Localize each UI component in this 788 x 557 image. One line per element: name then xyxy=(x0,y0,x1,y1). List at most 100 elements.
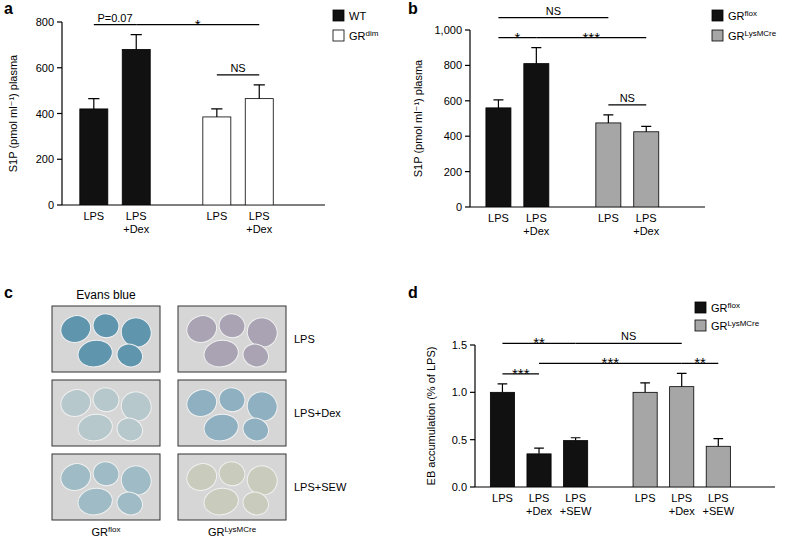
x-tick-label: LPS+Dex xyxy=(669,492,695,517)
y-tick-label: 0 xyxy=(456,201,462,213)
column-label: GRflox xyxy=(92,525,121,538)
error-bar xyxy=(640,383,650,392)
photo-frame xyxy=(52,454,160,520)
superscript: flox xyxy=(728,301,740,310)
error-bar xyxy=(131,35,142,50)
bar xyxy=(122,49,150,205)
x-tick-label: LPS xyxy=(83,210,104,222)
superscript: LysMCre xyxy=(728,319,760,328)
organ xyxy=(114,341,146,371)
bar xyxy=(596,123,621,207)
significance-label: *** xyxy=(602,354,620,371)
superscript: dim xyxy=(366,29,379,38)
y-tick xyxy=(57,67,62,68)
organ xyxy=(202,412,241,444)
photo xyxy=(52,454,160,520)
photo xyxy=(178,380,286,446)
y-tick xyxy=(465,171,470,172)
bar xyxy=(486,108,511,207)
organ xyxy=(240,341,272,371)
organ xyxy=(202,486,241,518)
label-line: +Dex xyxy=(123,223,149,235)
x-tick-label: LPS xyxy=(598,212,619,224)
photo-panel: cEvans blueLPSLPS+DexLPS+SEWGRfloxGRLysM… xyxy=(4,284,347,538)
y-tick-label: 1,000 xyxy=(434,24,462,36)
error-bar xyxy=(603,115,613,123)
y-tick-label: 400 xyxy=(444,130,462,142)
x-tick-label: LPS+Dex xyxy=(123,210,149,235)
y-tick xyxy=(57,21,62,22)
label-line: LPS xyxy=(249,210,270,222)
superscript: flox xyxy=(745,9,757,18)
x-tick-label: LPS+Dex xyxy=(246,210,272,235)
x-tick-label: LPS+SEW xyxy=(703,492,735,517)
significance-label: NS xyxy=(621,330,636,342)
y-tick xyxy=(470,392,475,393)
legend-label: WT xyxy=(349,10,366,22)
legend-label: GRdim xyxy=(349,29,379,42)
row-label: LPS+SEW xyxy=(294,481,347,493)
y-tick xyxy=(470,486,475,487)
y-axis xyxy=(469,30,470,207)
bar xyxy=(245,99,273,205)
significance-bracket xyxy=(608,104,646,105)
y-tick-label: 0.0 xyxy=(452,481,467,493)
legend-swatch xyxy=(712,30,723,41)
x-tick-label: LPS xyxy=(635,492,656,504)
x-tick-label: LPS+Dex xyxy=(633,212,659,237)
text-part: GR xyxy=(349,30,366,42)
y-tick-label: 400 xyxy=(36,108,54,120)
error-bar xyxy=(677,373,687,386)
significance-bracket xyxy=(94,24,136,25)
organ xyxy=(216,385,247,415)
label-line: +Dex xyxy=(523,225,549,237)
photo-frame xyxy=(178,454,286,520)
text-part: GR xyxy=(208,526,225,538)
y-tick xyxy=(57,159,62,160)
organ xyxy=(114,489,146,519)
photo-frame xyxy=(178,306,286,372)
error-bar xyxy=(531,48,541,64)
organ xyxy=(216,311,247,341)
y-tick-label: 200 xyxy=(36,153,54,165)
significance-label: NS xyxy=(230,62,245,74)
organ xyxy=(76,338,115,370)
legend-label: GRflox xyxy=(711,301,740,314)
bar xyxy=(633,392,657,487)
photo-frame xyxy=(52,380,160,446)
y-tick-label: 200 xyxy=(444,166,462,178)
label-line: +SEW xyxy=(560,505,592,517)
bar xyxy=(670,387,694,487)
y-tick-label: 1.0 xyxy=(452,386,467,398)
column-label: GRLysMCre xyxy=(208,525,257,538)
significance-label: *** xyxy=(512,365,530,382)
y-tick-label: 0.5 xyxy=(452,434,467,446)
text-part: GR xyxy=(728,30,745,42)
error-bar xyxy=(211,109,222,117)
marks xyxy=(490,373,730,487)
y-tick-label: 600 xyxy=(444,95,462,107)
y-axis-label: S1P (pmol ml⁻¹) plasma xyxy=(412,59,424,177)
bar xyxy=(706,446,730,487)
bar xyxy=(524,64,549,207)
superscript: flox xyxy=(108,525,120,534)
organ xyxy=(240,489,272,519)
organ xyxy=(114,415,146,445)
y-tick xyxy=(465,100,470,101)
organ xyxy=(90,385,121,415)
panel-label: a xyxy=(4,0,13,17)
significance-bracket xyxy=(498,17,608,18)
organ xyxy=(240,415,272,445)
legend-label: GRflox xyxy=(728,9,757,22)
label-line: LPS xyxy=(529,492,550,504)
significance-label: * xyxy=(514,29,520,46)
error-bar xyxy=(254,85,265,99)
y-tick-label: 800 xyxy=(36,16,54,28)
y-tick xyxy=(57,204,62,205)
y-axis xyxy=(474,345,475,487)
row-label: LPS+Dex xyxy=(294,407,341,419)
legend-label: GRLysMCre xyxy=(711,319,760,332)
y-tick xyxy=(465,136,470,137)
significance-label: NS xyxy=(546,5,561,17)
photo xyxy=(52,306,160,372)
